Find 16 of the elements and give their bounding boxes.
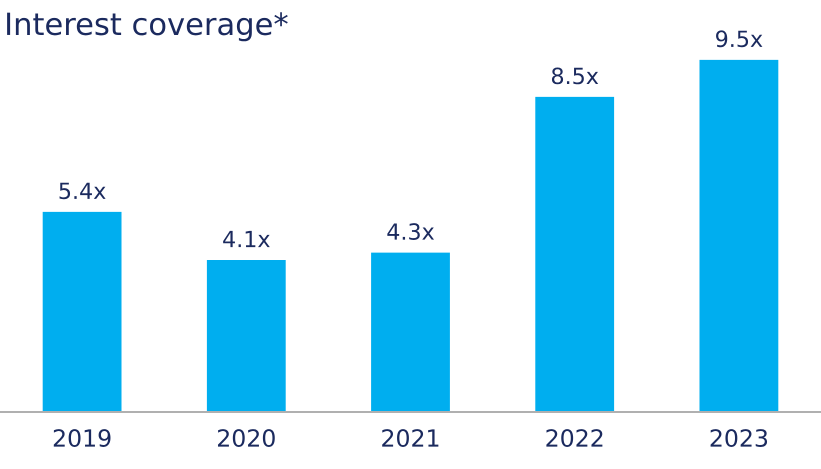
data-label: 4.1x	[223, 230, 270, 248]
bar	[206, 260, 286, 412]
data-label: 4.3x	[387, 223, 434, 240]
x-tick-label: 2022	[546, 429, 602, 447]
x-tick-label: 2019	[54, 429, 110, 447]
x-tick-label: 2021	[382, 429, 438, 447]
bar	[699, 60, 778, 412]
data-label: 8.5x	[552, 67, 598, 84]
x-tick-label: 2020	[218, 429, 275, 447]
bar	[535, 96, 614, 412]
x-tick-label: 2023	[710, 429, 768, 447]
bar	[371, 252, 450, 412]
data-label: 5.4x	[60, 182, 106, 200]
data-label: 9.5x	[716, 30, 762, 48]
bar	[42, 212, 122, 412]
chart-title: Interest coverage*	[7, 12, 288, 42]
